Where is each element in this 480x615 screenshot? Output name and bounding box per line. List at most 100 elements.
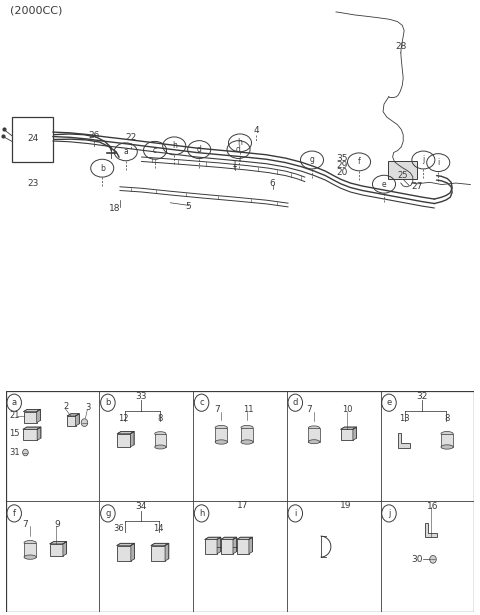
Text: 29: 29 [336,161,348,170]
Polygon shape [341,427,357,429]
Polygon shape [117,432,134,434]
Ellipse shape [308,440,320,443]
Text: c: c [199,398,204,407]
Bar [237,539,249,554]
Text: 19: 19 [340,501,351,510]
Text: 7: 7 [306,405,312,415]
Polygon shape [221,538,237,539]
Text: 16: 16 [427,502,439,511]
Text: 28: 28 [395,42,407,51]
Text: 15: 15 [9,429,20,438]
Polygon shape [117,543,134,546]
Text: 25: 25 [397,171,408,180]
Text: 10: 10 [343,405,353,415]
Text: j: j [422,156,424,164]
Text: 8: 8 [444,414,450,423]
Ellipse shape [308,426,320,430]
Text: 32: 32 [416,392,428,400]
Text: b: b [105,398,110,407]
Text: 22: 22 [125,133,136,142]
Bar [12,117,53,162]
Circle shape [81,419,88,427]
Polygon shape [131,543,134,561]
Text: 11: 11 [243,405,254,415]
Polygon shape [37,427,41,440]
Polygon shape [151,543,169,546]
Text: 9: 9 [54,520,60,529]
Bar [155,434,166,447]
Text: 26: 26 [88,132,100,140]
Polygon shape [67,414,79,416]
Text: 33: 33 [135,392,146,400]
Bar [24,542,36,557]
Ellipse shape [24,555,36,559]
Text: 8: 8 [157,414,163,423]
Text: e: e [382,180,386,189]
Text: 20: 20 [336,168,348,177]
Bar [341,429,353,440]
Ellipse shape [155,445,166,449]
Polygon shape [237,538,252,539]
Text: h: h [172,141,177,150]
Polygon shape [75,414,79,426]
Bar [151,546,165,561]
Text: d: d [197,145,202,154]
Text: i: i [437,158,439,167]
Text: d: d [293,398,298,407]
Ellipse shape [441,445,453,449]
Polygon shape [353,427,357,440]
Ellipse shape [241,426,253,430]
Polygon shape [398,433,409,448]
Text: f: f [358,157,360,166]
Bar [23,429,37,440]
Polygon shape [233,538,237,554]
Ellipse shape [24,541,36,545]
Text: e: e [386,398,392,407]
Polygon shape [63,542,67,556]
Circle shape [23,449,28,456]
Text: 34: 34 [135,502,146,511]
Text: 14: 14 [153,525,163,533]
Text: g: g [310,156,314,164]
Text: a: a [12,398,17,407]
Polygon shape [23,427,41,429]
Ellipse shape [441,432,453,436]
Bar [117,434,131,447]
Polygon shape [249,538,252,554]
Ellipse shape [215,426,228,430]
Bar [24,411,36,423]
Bar [308,428,320,442]
Text: a: a [123,148,128,156]
Text: 2: 2 [63,402,68,411]
Bar [117,546,131,561]
Text: 35: 35 [336,154,348,162]
Bar [441,434,453,447]
Text: h: h [199,509,204,518]
Text: (2000CC): (2000CC) [10,6,62,15]
Text: 3: 3 [85,403,90,411]
Text: 30: 30 [411,555,423,564]
Text: c: c [153,146,157,155]
Text: g: g [105,509,110,518]
Text: 6: 6 [270,178,276,188]
Text: i: i [294,509,297,518]
Ellipse shape [241,440,253,444]
Text: 7: 7 [215,405,220,415]
Bar [50,544,63,556]
Text: 24: 24 [27,134,38,143]
Polygon shape [50,542,67,544]
Bar [67,416,75,426]
Text: d: d [236,145,241,154]
Text: 23: 23 [27,179,38,188]
Text: 31: 31 [9,448,20,457]
Text: 1: 1 [232,160,238,169]
Ellipse shape [215,440,228,444]
Text: 18: 18 [109,204,121,213]
Text: b: b [100,164,105,173]
Ellipse shape [155,432,166,435]
Bar [215,427,228,442]
Polygon shape [24,410,40,411]
Text: h: h [238,138,242,148]
Polygon shape [217,538,221,554]
Text: 4: 4 [253,127,259,135]
